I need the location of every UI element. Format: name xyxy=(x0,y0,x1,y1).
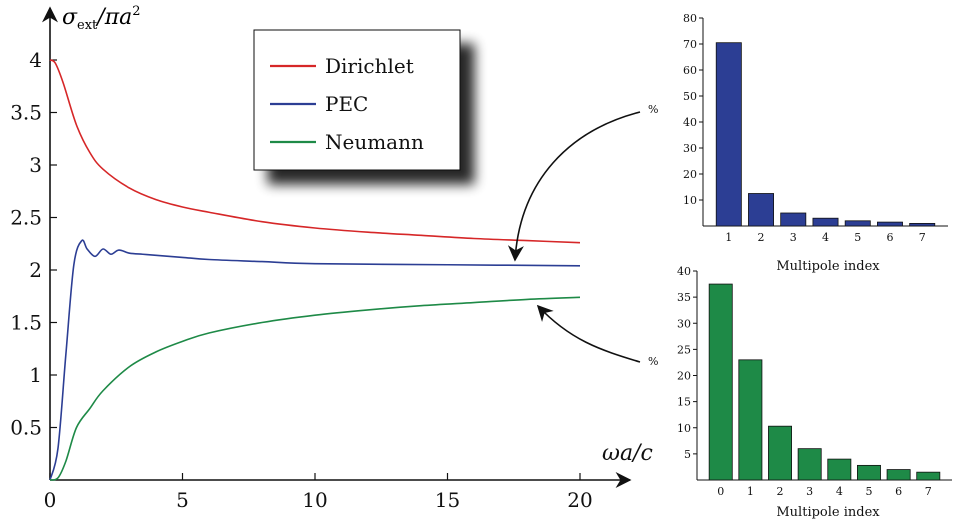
bar-y-tick-label: 40 xyxy=(677,265,691,278)
bar-y-tick-label: 20 xyxy=(677,370,691,383)
ylabel-sup: 2 xyxy=(132,4,140,19)
bar-chart-pec: 10 20 30 40 50 60 70 80 1 2 3 4 5 6 7 xyxy=(683,12,948,244)
bar-y-tick-label: 5 xyxy=(684,448,691,461)
y-tick-label: 4 xyxy=(29,48,42,72)
bar-3 xyxy=(797,448,822,481)
bar-y-tick-label: 80 xyxy=(683,12,697,25)
bar-y-tick-label: 50 xyxy=(683,90,697,103)
bar-top-x-label: Multipole index xyxy=(776,259,880,274)
bar-x-tick-label: 3 xyxy=(806,485,813,498)
bar-y-tick-label: 15 xyxy=(677,396,691,409)
ylabel-sub: ext xyxy=(77,18,98,33)
bar-chart-neumann: 5 10 15 20 25 30 35 40 0 1 2 3 4 5 6 7 xyxy=(677,265,952,498)
series-line-pec xyxy=(49,239,581,481)
main-series-lines xyxy=(49,59,581,481)
main-line-chart: 0 5 10 15 200.511.522.533.54 σext/πa2 ωa/c D… xyxy=(10,4,658,512)
y-tick-label: 0.5 xyxy=(10,416,42,440)
annotation-neumann-percent: % xyxy=(648,355,658,368)
ylabel-rest: /πa xyxy=(95,5,132,30)
svg-text:σext/πa2: σext/πa2 xyxy=(62,4,141,33)
bar-y-tick-label: 25 xyxy=(677,343,691,356)
bar-4 xyxy=(827,458,852,481)
bar-y-tick-label: 30 xyxy=(677,317,691,330)
bar-x-tick-label: 7 xyxy=(925,485,932,498)
legend: Dirichlet PEC Neumann xyxy=(253,29,461,171)
y-tick-label: 1.5 xyxy=(10,311,42,335)
arrow-to-neumann xyxy=(536,304,641,363)
bar-2 xyxy=(748,193,774,227)
bar-y-tick-label: 10 xyxy=(677,422,691,435)
y-tick-label: 2.5 xyxy=(10,206,42,230)
legend-label-dirichlet: Dirichlet xyxy=(325,54,414,78)
bar-x-tick-label: 4 xyxy=(836,485,843,498)
bar-y-tick-label: 40 xyxy=(683,116,697,129)
bar-5 xyxy=(844,220,871,227)
x-tick-label: 20 xyxy=(567,488,592,512)
x-tick-label: 0 xyxy=(44,488,57,512)
bar-y-tick-label: 30 xyxy=(683,142,697,155)
bar-y-tick-label: 20 xyxy=(683,168,697,181)
x-tick-label: 10 xyxy=(302,488,327,512)
x-tick-label: 5 xyxy=(176,488,189,512)
series-line-dirichlet xyxy=(49,59,581,244)
bar-2 xyxy=(768,425,792,481)
bar-1 xyxy=(715,42,742,227)
x-tick-label: 15 xyxy=(435,488,460,512)
bar-y-tick-label: 10 xyxy=(683,194,697,207)
bar-x-tick-label: 3 xyxy=(790,231,797,244)
bar-x-tick-label: 6 xyxy=(895,485,902,498)
y-tick-label: 1 xyxy=(29,363,42,387)
bar-y-tick-label: 35 xyxy=(677,291,691,304)
bar-x-tick-label: 5 xyxy=(854,231,861,244)
bar-x-tick-label: 5 xyxy=(865,485,872,498)
ylabel-sigma: σ xyxy=(62,5,78,30)
main-x-axis-label: ωa/c xyxy=(602,441,653,466)
bar-4 xyxy=(812,217,839,227)
bar-x-tick-label: 7 xyxy=(919,231,926,244)
bar-5 xyxy=(857,464,881,481)
bar-y-tick-label: 70 xyxy=(683,38,697,51)
bar-x-tick-label: 2 xyxy=(758,231,765,244)
annotation-pec-percent: % xyxy=(648,103,658,116)
main-axes: 0 5 10 15 20 0.5 1 1.5 2 2.5 3 3.5 4 xyxy=(10,6,632,512)
bar-7 xyxy=(909,222,936,227)
series-line-neumann xyxy=(49,296,581,481)
bar-3 xyxy=(780,212,807,227)
main-y-axis-label: σext/πa2 xyxy=(62,4,141,33)
bar-x-tick-label: 4 xyxy=(822,231,829,244)
bar-x-tick-label: 0 xyxy=(717,485,724,498)
y-tick-label: 2 xyxy=(29,258,42,282)
bar-6 xyxy=(886,469,911,481)
bar-6 xyxy=(877,221,903,227)
bar-x-tick-label: 2 xyxy=(777,485,784,498)
bar-x-tick-label: 1 xyxy=(725,231,732,244)
arrow-to-pec xyxy=(507,111,641,262)
bar-7 xyxy=(916,471,941,481)
legend-box xyxy=(253,29,461,171)
bar-y-tick-label: 60 xyxy=(683,64,697,77)
annotations: % % xyxy=(507,103,658,368)
y-tick-label: 3 xyxy=(29,153,42,177)
y-tick-label: 3.5 xyxy=(10,101,42,125)
legend-label-neumann: Neumann xyxy=(325,130,424,154)
bar-1 xyxy=(738,359,763,481)
bar-x-tick-label: 6 xyxy=(886,231,893,244)
bar-0 xyxy=(708,283,733,481)
legend-label-pec: PEC xyxy=(325,92,368,116)
bar-bottom-x-label: Multipole index xyxy=(776,505,880,520)
bar-x-tick-label: 1 xyxy=(747,485,754,498)
